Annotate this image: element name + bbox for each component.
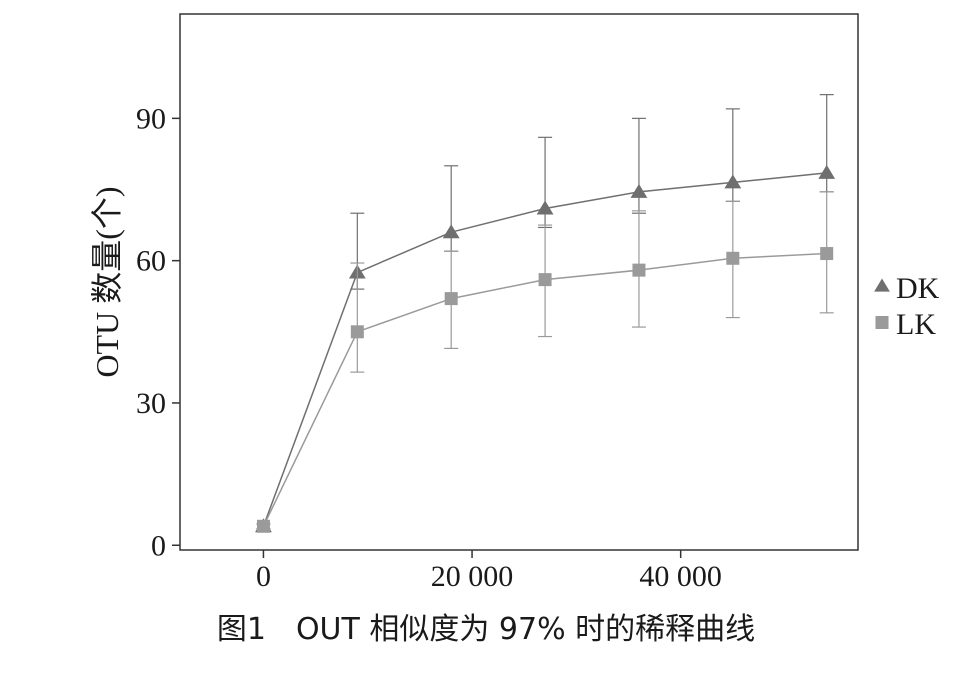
data-point [350, 325, 364, 339]
y-tick-label: 90 [136, 102, 166, 135]
y-tick-label: 30 [136, 387, 166, 420]
data-point [630, 183, 648, 198]
legend-label-dk: DK [896, 272, 940, 305]
legend-label-lk: LK [896, 308, 936, 341]
legend-marker-dk [874, 278, 890, 292]
x-tick-label: 40 000 [639, 560, 722, 593]
data-point [538, 273, 552, 287]
y-tick-label: 60 [136, 245, 166, 278]
data-point [256, 519, 270, 533]
legend-marker-lk [875, 316, 889, 329]
x-tick-label: 20 000 [431, 560, 514, 593]
data-point [536, 200, 554, 215]
data-point [818, 164, 836, 179]
x-tick-label: 0 [256, 560, 271, 593]
series-lk [256, 191, 834, 533]
y-axis-title: OTU 数量(个) [89, 186, 125, 377]
data-point [442, 224, 460, 239]
data-point [724, 174, 742, 189]
y-axis: 0 30 60 90 [136, 102, 180, 562]
data-point [444, 292, 458, 306]
series-layer [255, 94, 836, 533]
figure-caption: 图1 OUT 相似度为 97% 时的稀释曲线 [216, 612, 756, 647]
plot-frame [179, 13, 859, 551]
data-point [820, 247, 834, 261]
y-tick-label: 0 [151, 529, 166, 562]
x-axis: 0 20 000 40 000 [256, 550, 722, 593]
data-point [632, 263, 646, 277]
data-point [726, 251, 740, 265]
